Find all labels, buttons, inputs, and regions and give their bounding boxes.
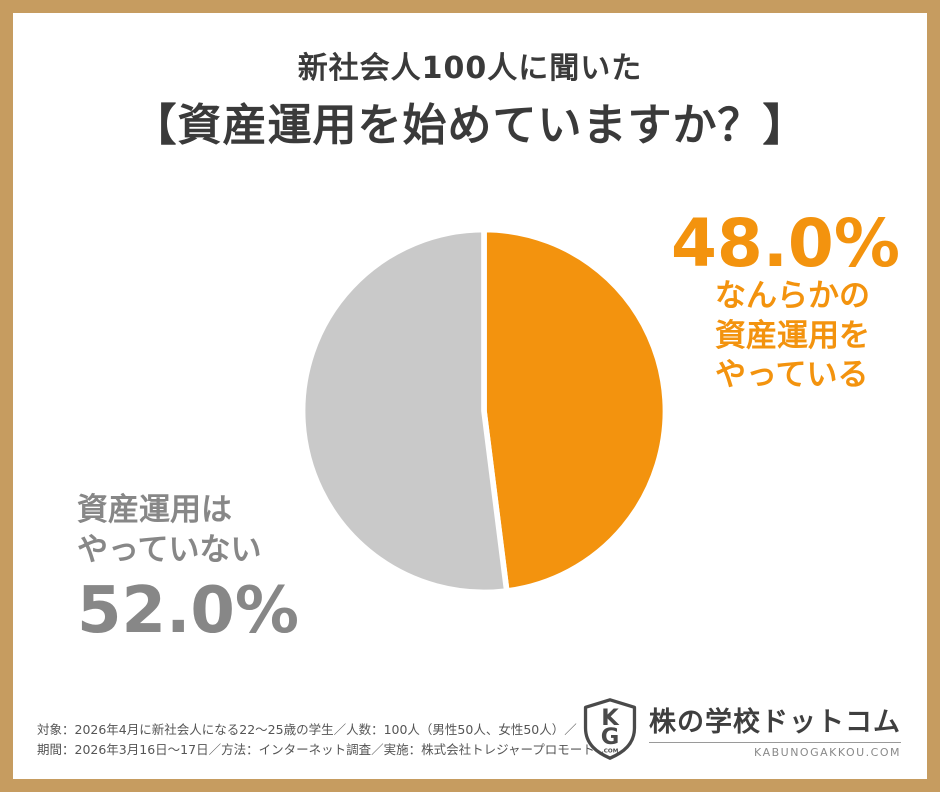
brand-domain: KABUNOGAKKOU.COM [754,745,901,759]
label-yes-line3: やっている [715,357,869,394]
pie-slice [299,226,510,596]
pie-chart-svg [299,226,669,596]
pie-chart [296,223,672,599]
label-yes-line2: 資産運用を [715,317,870,354]
shield-logo-icon: K G .COM [583,698,637,760]
label-yes-line1: なんらかの [715,278,870,314]
brand-text: 株の学校ドットコム KABUNOGAKKOU.COM [649,700,901,759]
svg-text:G: G [601,724,620,750]
page-title: 【資産運用を始めていますか？】 [132,100,808,151]
svg-text:.COM: .COM [602,749,619,755]
survey-note-line2: 期間：2026年3月16日〜17日／方法：インターネット調査／実施：株式会社トレ… [37,741,595,757]
percent-no: 52.0% [77,574,300,649]
title-block: 新社会人100人に聞いた 【資産運用を始めていますか？】 [13,43,927,153]
page-title-sub: 新社会人100人に聞いた [297,51,643,86]
survey-note-line1: 対象：2026年4月に新社会人になる22〜25歳の学生／人数：100人（男性50… [37,722,577,738]
label-no-line1: 資産運用は [77,492,232,528]
survey-note: 対象：2026年4月に新社会人になる22〜25歳の学生／人数：100人（男性50… [37,720,595,759]
callout-no: 資産運用は やっていない 52.0% [77,491,299,646]
brand-logo: K G .COM 株の学校ドットコム KABUNOGAKKOU.COM [581,697,901,761]
pie-slice [481,226,669,594]
percent-yes: 48.0% [671,205,900,282]
svg-text:K: K [601,705,620,731]
brand-name: 株の学校ドットコム [649,700,901,743]
label-no-line2: やっていない [77,531,262,568]
callout-yes: 48.0% なんらかの 資産運用を やっている [671,211,900,396]
